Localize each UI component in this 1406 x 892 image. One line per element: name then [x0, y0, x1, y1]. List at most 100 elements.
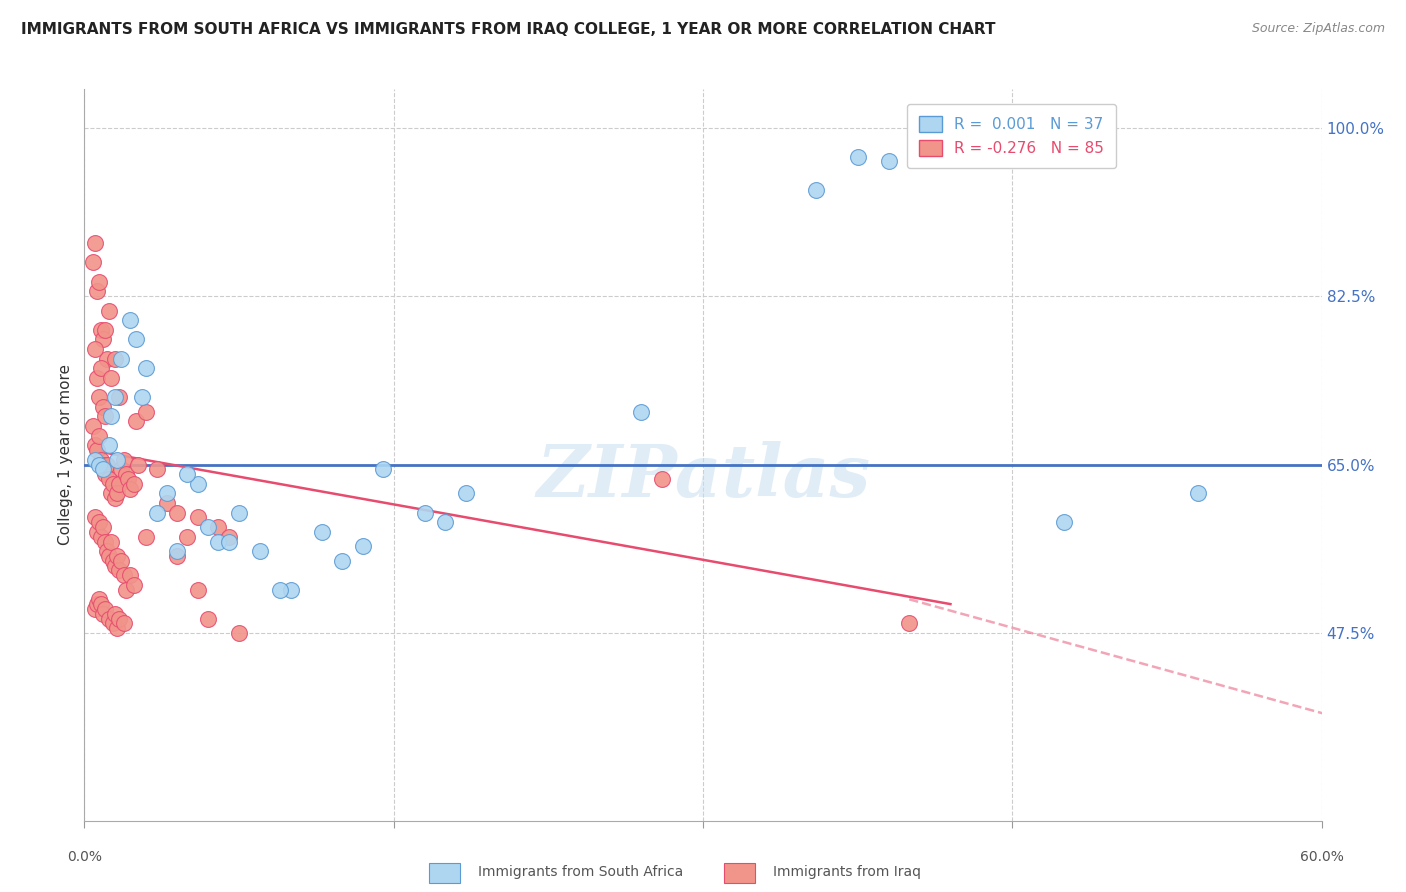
Point — [112, 452, 135, 467]
Point — [91, 333, 114, 347]
Text: 60.0%: 60.0% — [1299, 850, 1344, 863]
Point — [103, 476, 125, 491]
Point — [218, 530, 240, 544]
Point — [898, 616, 921, 631]
Point — [651, 472, 673, 486]
Point — [108, 611, 131, 625]
Point — [94, 467, 117, 482]
Point — [91, 520, 114, 534]
Legend: R =  0.001   N = 37, R = -0.276   N = 85: R = 0.001 N = 37, R = -0.276 N = 85 — [907, 104, 1116, 169]
Point — [125, 333, 148, 347]
Point — [108, 563, 131, 577]
Point — [108, 476, 131, 491]
Point — [135, 530, 157, 544]
Point — [197, 611, 219, 625]
Point — [218, 534, 240, 549]
Point — [118, 313, 141, 327]
Point — [104, 491, 127, 506]
Point — [105, 452, 128, 467]
Point — [98, 438, 121, 452]
Point — [110, 554, 132, 568]
Point — [96, 544, 118, 558]
Point — [110, 351, 132, 366]
Point — [100, 371, 122, 385]
Point — [83, 342, 105, 356]
Point — [90, 530, 112, 544]
Point — [207, 520, 229, 534]
Point — [90, 361, 112, 376]
Point — [118, 482, 141, 496]
Point — [104, 351, 127, 366]
Point — [1187, 486, 1209, 500]
Point — [94, 602, 117, 616]
Point — [104, 607, 127, 621]
Point — [114, 467, 136, 482]
Text: IMMIGRANTS FROM SOUTH AFRICA VS IMMIGRANTS FROM IRAQ COLLEGE, 1 YEAR OR MORE COR: IMMIGRANTS FROM SOUTH AFRICA VS IMMIGRAN… — [21, 22, 995, 37]
Point — [100, 409, 122, 424]
Point — [110, 462, 132, 476]
Point — [91, 458, 114, 472]
Point — [176, 530, 198, 544]
Point — [87, 428, 110, 442]
Point — [166, 544, 188, 558]
Text: Source: ZipAtlas.com: Source: ZipAtlas.com — [1251, 22, 1385, 36]
Point — [846, 150, 869, 164]
Point — [630, 404, 652, 418]
Point — [249, 544, 271, 558]
Point — [96, 351, 118, 366]
Point — [100, 486, 122, 500]
Point — [228, 506, 250, 520]
Point — [280, 582, 302, 597]
Point — [83, 236, 105, 251]
Point — [91, 400, 114, 414]
Point — [86, 524, 108, 539]
Point — [156, 486, 179, 500]
Point — [83, 438, 105, 452]
Point — [207, 534, 229, 549]
Point — [90, 323, 112, 337]
Text: 0.0%: 0.0% — [67, 850, 101, 863]
Point — [125, 414, 148, 428]
Point — [434, 516, 457, 530]
Point — [94, 323, 117, 337]
Point — [94, 534, 117, 549]
Point — [86, 285, 108, 299]
Point — [87, 390, 110, 404]
Point — [98, 303, 121, 318]
Point — [112, 568, 135, 582]
Point — [117, 472, 139, 486]
Point — [91, 607, 114, 621]
Point — [105, 486, 128, 500]
Point — [91, 462, 114, 476]
Point — [145, 462, 167, 476]
Point — [98, 472, 121, 486]
Point — [112, 616, 135, 631]
Point — [98, 611, 121, 625]
Text: Immigrants from South Africa: Immigrants from South Africa — [478, 865, 683, 880]
Point — [82, 255, 104, 269]
Point — [135, 361, 157, 376]
Point — [83, 602, 105, 616]
Point — [87, 592, 110, 607]
Point — [413, 506, 436, 520]
Point — [1053, 516, 1076, 530]
Point — [94, 409, 117, 424]
Point — [98, 549, 121, 563]
Point — [187, 582, 209, 597]
Point — [176, 467, 198, 482]
Point — [86, 371, 108, 385]
Point — [82, 419, 104, 434]
Point — [352, 539, 374, 553]
Point — [187, 510, 209, 524]
Point — [135, 404, 157, 418]
Point — [87, 458, 110, 472]
Point — [122, 476, 145, 491]
Point — [269, 582, 291, 597]
Point — [187, 476, 209, 491]
Point — [166, 506, 188, 520]
Point — [156, 496, 179, 510]
Point — [454, 486, 477, 500]
Point — [87, 516, 110, 530]
Point — [122, 578, 145, 592]
Point — [145, 506, 167, 520]
